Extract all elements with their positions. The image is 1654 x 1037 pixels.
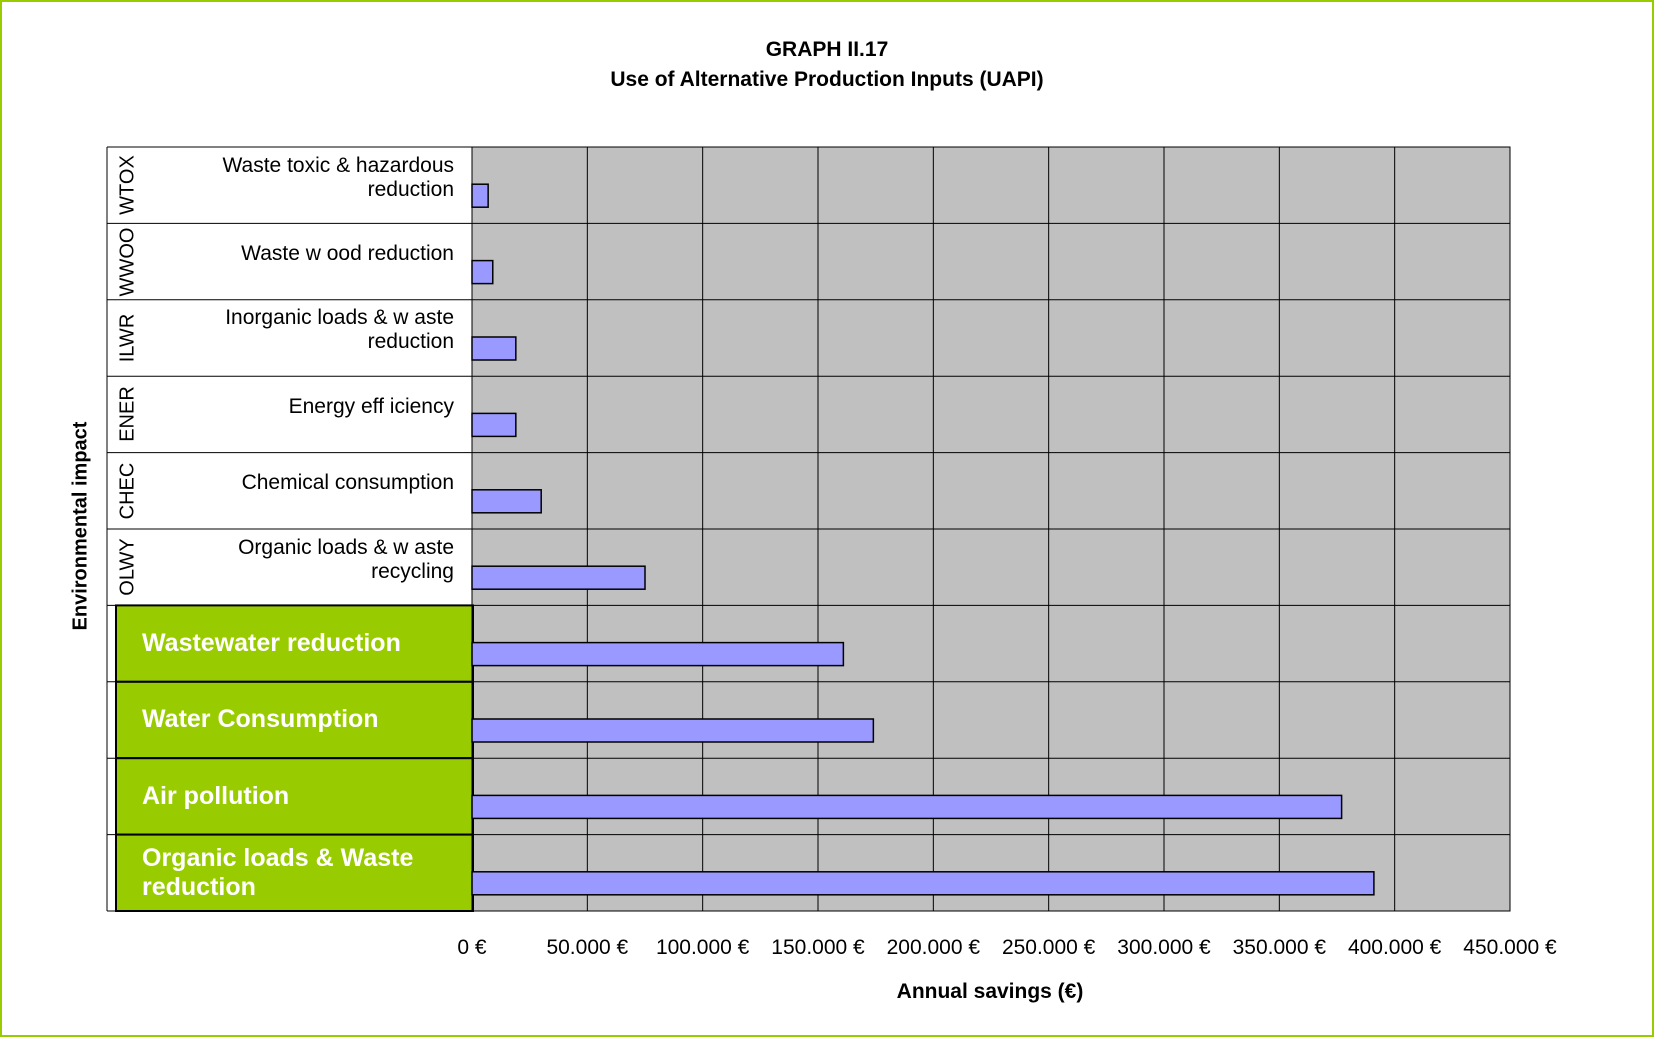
category-label: Waste toxic & hazardous reduction	[222, 153, 455, 201]
category-label: Water Consumption	[142, 705, 379, 734]
x-tick-label: 0 €	[457, 936, 487, 959]
category-label: Energy eff iciency	[288, 394, 454, 418]
x-tick-label: 300.000 €	[1117, 936, 1211, 959]
category-code: ILWR	[116, 313, 139, 363]
x-tick-label: 150.000 €	[771, 936, 865, 959]
category-label: Waste w ood reduction	[241, 241, 454, 265]
bar	[471, 641, 845, 667]
category-label: Organic loads & w aste recycling	[238, 535, 454, 583]
bar	[471, 183, 489, 208]
y-axis-label: Environmental impact	[69, 421, 92, 631]
category-label: Organic loads & Waste reduction	[142, 843, 414, 901]
bar	[471, 565, 646, 590]
bar	[471, 336, 517, 361]
category-label: Air pollution	[142, 781, 290, 810]
x-tick-label: 450.000 €	[1463, 936, 1557, 959]
category-label: Wastewater reduction	[142, 629, 401, 658]
highlight-box	[115, 833, 474, 912]
bar	[471, 871, 1375, 896]
category-code: ENER	[116, 386, 139, 443]
x-tick-label: 350.000 €	[1232, 936, 1327, 959]
bar	[471, 718, 875, 743]
category-code: CHEC	[116, 462, 139, 520]
bar	[471, 412, 517, 438]
chart-subtitle: Use of Alternative Production Inputs (UA…	[610, 68, 1044, 91]
x-axis-label: Annual savings (€)	[896, 980, 1084, 1003]
bar	[471, 794, 1343, 820]
category-code: OLWY	[116, 538, 139, 596]
chart-title: GRAPH II.17	[765, 38, 889, 61]
category-code: WTOX	[116, 155, 139, 216]
bar	[471, 489, 542, 514]
highlight-box	[115, 604, 474, 683]
x-tick-label: 400.000 €	[1347, 936, 1442, 959]
highlight-box	[115, 757, 474, 836]
x-tick-label: 100.000 €	[655, 936, 750, 959]
category-code: WWOO	[116, 227, 139, 297]
x-tick-label: 50.000 €	[546, 936, 629, 959]
category-label: Chemical consumption	[241, 471, 454, 495]
bar	[471, 259, 494, 285]
x-tick-label: 250.000 €	[1001, 936, 1096, 959]
x-tick-label: 200.000 €	[886, 936, 981, 959]
category-label: Inorganic loads & w aste reduction	[225, 306, 454, 354]
